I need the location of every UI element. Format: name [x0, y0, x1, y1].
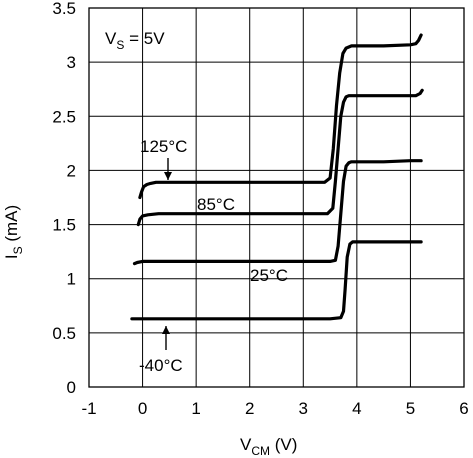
series-line-85c — [136, 88, 424, 227]
label-minus40c-arrowhead — [162, 326, 170, 334]
series-lines — [130, 33, 424, 321]
x-axis-title: VCM (V) — [240, 435, 297, 458]
x-tick-label: 6 — [459, 399, 468, 418]
label-25c: 25°C — [250, 266, 288, 285]
tick-labels: -1 0 1 2 3 4 5 6 0 0.5 1 1.5 2 2.5 3 3.5 — [52, 0, 468, 418]
label-125c: 125°C — [140, 137, 187, 156]
plot-frame — [88, 7, 465, 388]
series-line-minus40c — [130, 240, 423, 321]
x-tick-label: 4 — [352, 399, 361, 418]
annotations: 125°C 85°C 25°C -40°C — [139, 137, 288, 375]
x-tick-label: 1 — [191, 399, 200, 418]
y-tick-label: 1.5 — [52, 216, 76, 235]
series-line-25c — [132, 159, 423, 266]
x-tick-label: 2 — [245, 399, 254, 418]
y-tick-label: 2 — [67, 161, 76, 180]
x-tick-label: 5 — [406, 399, 415, 418]
y-tick-label: 1 — [67, 270, 76, 289]
series-line-125c — [138, 33, 423, 200]
y-tick-label: 0 — [67, 378, 76, 397]
y-axis-title: IS (mA) — [2, 205, 25, 259]
grid — [89, 8, 464, 387]
label-125c-arrowhead — [164, 172, 172, 180]
y-tick-label: 2.5 — [52, 107, 76, 126]
x-tick-label: 3 — [299, 399, 308, 418]
condition-label: VS = 5V — [105, 29, 165, 52]
y-tick-label: 3 — [67, 53, 76, 72]
y-tick-label: 3.5 — [52, 0, 76, 18]
label-85c: 85°C — [197, 195, 235, 214]
label-minus40c: -40°C — [139, 356, 183, 375]
x-tick-label: 0 — [138, 399, 147, 418]
y-tick-label: 0.5 — [52, 324, 76, 343]
x-tick-label: -1 — [81, 399, 96, 418]
